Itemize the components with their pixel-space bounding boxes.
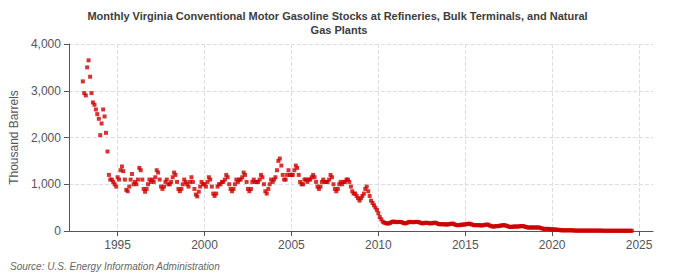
- svg-text:4,000: 4,000: [31, 37, 61, 51]
- svg-text:3,000: 3,000: [31, 84, 61, 98]
- svg-text:1,000: 1,000: [31, 177, 61, 191]
- svg-text:2010: 2010: [365, 238, 392, 252]
- svg-text:2,000: 2,000: [31, 131, 61, 145]
- svg-text:Thousand Barrels: Thousand Barrels: [7, 90, 21, 185]
- svg-text:Source: U.S. Energy Informatio: Source: U.S. Energy Information Administ…: [10, 261, 220, 272]
- svg-text:Gas Plants: Gas Plants: [308, 24, 368, 36]
- svg-text:2025: 2025: [626, 238, 653, 252]
- svg-text:Monthly Virginia Conventional: Monthly Virginia Conventional Motor Gaso…: [87, 10, 587, 22]
- svg-text:2015: 2015: [452, 238, 479, 252]
- svg-text:0: 0: [54, 224, 61, 238]
- svg-text:2020: 2020: [539, 238, 566, 252]
- svg-text:1995: 1995: [104, 238, 131, 252]
- svg-text:2005: 2005: [278, 238, 305, 252]
- svg-text:2000: 2000: [191, 238, 218, 252]
